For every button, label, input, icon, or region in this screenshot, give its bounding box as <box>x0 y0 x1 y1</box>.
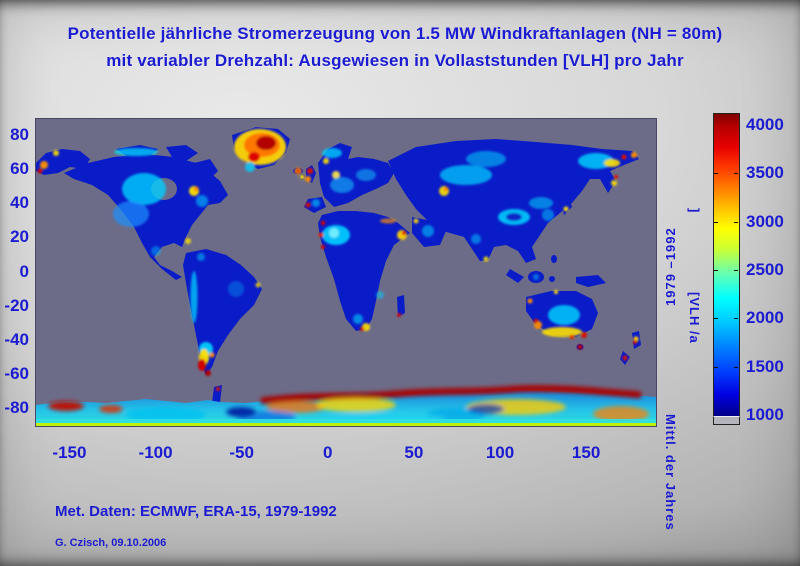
colorbar-tick-label: 3500 <box>746 163 784 183</box>
x-axis-tick-label: 100 <box>485 443 515 462</box>
x-axis-tick-label: 0 <box>323 443 333 462</box>
antarctica-detail <box>36 384 656 426</box>
vertical-label-unit-bracket: ] <box>687 208 702 214</box>
y-axis-tick-label: 0 <box>19 261 29 281</box>
world-map-plot <box>35 118 657 427</box>
y-axis-tick-label: -60 <box>4 363 29 383</box>
world-map-svg <box>36 119 656 426</box>
colorbar-gradient <box>713 113 740 417</box>
x-axis-tick-label: -50 <box>229 443 254 462</box>
y-axis-tick-label: -40 <box>4 329 29 349</box>
x-axis-tick-label: -150 <box>52 443 87 462</box>
x-axis-tick-label: -100 <box>138 443 173 462</box>
colorbar-tick-label: 2500 <box>746 260 784 279</box>
page-title: Potentielle jährliche Stromerzeugung von… <box>0 20 790 74</box>
colorbar-tick-label: 1000 <box>746 405 784 424</box>
colorbar-below-min-cap <box>713 416 740 425</box>
vertical-label-unit: [VLH /a <box>687 292 702 344</box>
colorbar-tick-label: 2000 <box>746 308 784 328</box>
colorbar-tick-label: 4000 <box>746 115 784 134</box>
x-axis-tick-label: 50 <box>404 443 424 462</box>
y-axis-tick-label: 40 <box>10 193 29 213</box>
met-data-note: Met. Daten: ECMWF, ERA-15, 1979-1992 <box>55 503 337 520</box>
colorbar-tick-label: 1500 <box>746 356 784 376</box>
page-title-line1: Potentielle jährliche Stromerzeugung von… <box>67 24 723 43</box>
colorbar-tick-label: 3000 <box>746 211 784 231</box>
y-axis-tick-label: 60 <box>10 159 29 179</box>
author-date-note: G. Czisch, 09.10.2006 <box>55 537 167 549</box>
vlh-accent-patches <box>37 129 639 391</box>
y-axis-tick-label: 80 <box>10 125 29 145</box>
y-axis-tick-label: -80 <box>4 397 29 417</box>
page-title-line2: mit variabler Drehzahl: Ausgewiesen in V… <box>106 51 684 70</box>
vertical-label-years: 1979 –1992 <box>663 227 678 306</box>
y-axis-tick-label: -20 <box>4 295 29 315</box>
vertical-label-mean-caption: Mittl. der Jahres <box>663 414 678 531</box>
x-axis-tick-label: 150 <box>571 443 601 462</box>
y-axis-tick-label: 20 <box>10 227 29 247</box>
